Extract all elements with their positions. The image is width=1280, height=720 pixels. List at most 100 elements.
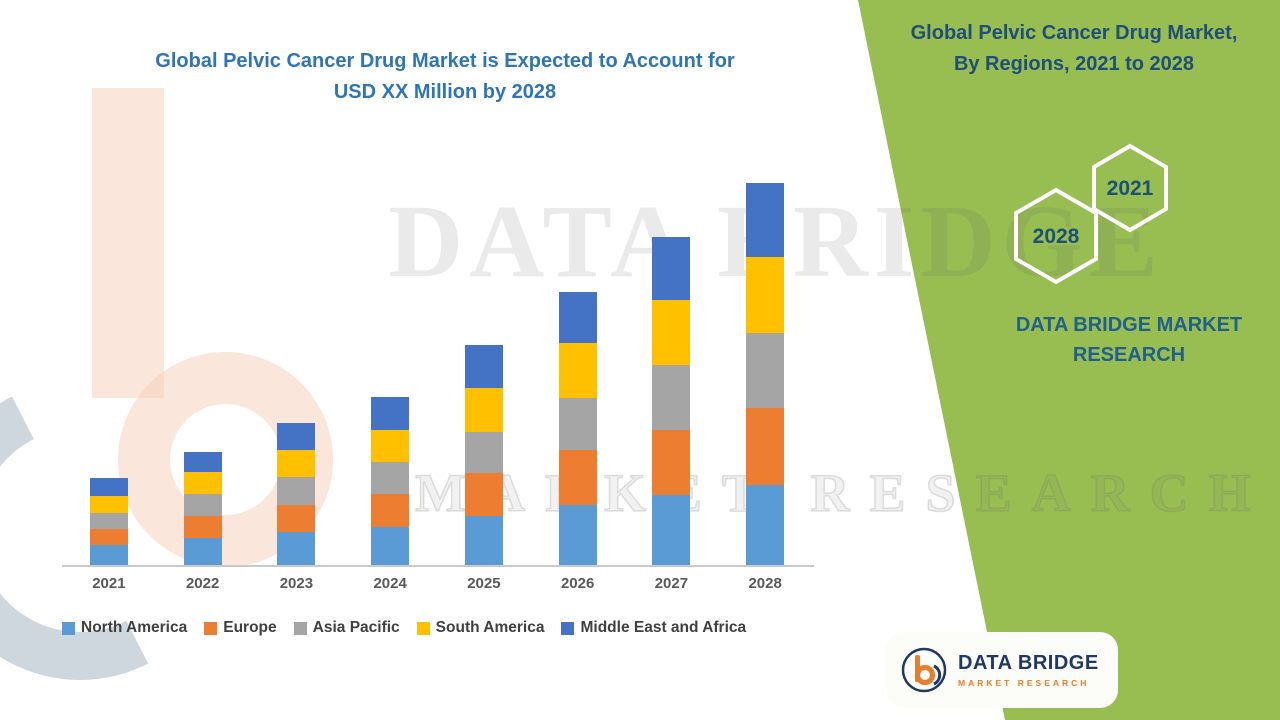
hexagon-2028-label: 2028 <box>1033 225 1080 248</box>
segment-asia-pacific <box>371 462 410 494</box>
x-tick-2026: 2026 <box>560 575 595 592</box>
legend-label: Asia Pacific <box>312 619 400 636</box>
segment-south-america <box>558 343 597 398</box>
segment-asia-pacific <box>464 432 503 473</box>
hexagon-2028 <box>1014 187 1098 285</box>
legend-label: Europe <box>223 619 277 636</box>
year-hexagons: 2021 2028 <box>1014 143 1168 285</box>
legend-swatch <box>293 621 307 635</box>
legend-label: North America <box>81 619 188 636</box>
stacked-bar-2027 <box>652 237 691 565</box>
segment-south-america <box>371 430 410 462</box>
segment-south-america <box>746 257 785 333</box>
segment-europe <box>652 430 691 495</box>
segment-middle-east-and-africa <box>371 397 410 430</box>
hexagon-2021 <box>1092 143 1168 233</box>
legend-swatch <box>416 621 430 635</box>
stacked-bar-2024 <box>371 397 410 565</box>
segment-middle-east-and-africa <box>464 345 503 388</box>
legend-swatch <box>62 621 75 635</box>
segment-middle-east-and-africa <box>89 478 128 496</box>
segment-south-america <box>464 388 503 432</box>
bar-2025 <box>437 165 531 565</box>
legend-label: South America <box>435 619 545 636</box>
x-tick-2025: 2025 <box>467 575 501 592</box>
data-bridge-logo-icon <box>901 647 947 693</box>
segment-south-america <box>277 450 316 477</box>
segment-middle-east-and-africa <box>183 452 222 472</box>
segment-middle-east-and-africa <box>746 183 785 257</box>
segment-asia-pacific <box>89 513 128 529</box>
segment-north-america <box>746 485 785 565</box>
stacked-bar-2026 <box>558 292 597 565</box>
segment-asia-pacific <box>183 494 222 516</box>
legend-swatch <box>561 621 575 635</box>
chart-title-line1: Global Pelvic Cancer Drug Market is Expe… <box>155 50 735 72</box>
x-tick-2027: 2027 <box>654 575 689 592</box>
legend-item-south-america: South America <box>416 619 545 637</box>
bar-2022 <box>156 165 250 565</box>
legend-item-europe: Europe <box>204 619 277 637</box>
plot-area <box>62 165 812 565</box>
hexagon-2021-label: 2021 <box>1107 177 1154 200</box>
bar-2026 <box>531 165 625 565</box>
stacked-bar-2028 <box>746 183 785 565</box>
watermark-logo-shape <box>92 88 164 398</box>
x-tick-2023: 2023 <box>279 575 314 592</box>
logo-name: DATA BRIDGE <box>958 652 1099 674</box>
x-axis-labels: 2021 2022 2023 2024 2025 2026 2027 2028 <box>62 575 812 592</box>
legend-item-north-america: North America <box>62 619 187 637</box>
x-tick-2028: 2028 <box>748 575 782 592</box>
segment-europe <box>558 450 597 505</box>
legend-label: Middle East and Africa <box>580 619 747 636</box>
side-panel-title-line2: By Regions, 2021 to 2028 <box>953 53 1195 75</box>
segment-middle-east-and-africa <box>277 423 316 450</box>
bar-2024 <box>343 165 437 565</box>
segment-europe <box>89 529 128 545</box>
segment-asia-pacific <box>277 477 316 505</box>
watermark-text-market-research: MARKET RESEARCH <box>414 462 1271 524</box>
segment-europe <box>371 494 410 527</box>
data-bridge-logo: DATA BRIDGE MARKET RESEARCH <box>886 632 1118 708</box>
legend-item-middle-east-and-africa: Middle East and Africa <box>561 619 746 637</box>
segment-south-america <box>652 300 691 365</box>
brand-text-line1: DATA BRIDGE MARKET <box>1015 314 1243 336</box>
bar-2021 <box>62 165 156 565</box>
segment-europe <box>464 473 503 516</box>
stacked-bar-2023 <box>277 423 316 565</box>
brand-text-line2: RESEARCH <box>1072 344 1186 366</box>
segment-middle-east-and-africa <box>652 237 691 300</box>
segment-north-america <box>371 527 410 565</box>
segment-north-america <box>277 532 316 565</box>
segment-north-america <box>652 495 691 565</box>
segment-north-america <box>464 516 503 565</box>
segment-middle-east-and-africa <box>558 292 597 343</box>
bar-2028 <box>718 165 812 565</box>
side-panel-title: Global Pelvic Cancer Drug Market, By Reg… <box>878 18 1270 80</box>
segment-europe <box>746 408 785 485</box>
segment-south-america <box>183 472 222 494</box>
segment-north-america <box>558 505 597 565</box>
segment-asia-pacific <box>652 365 691 430</box>
segment-asia-pacific <box>746 333 785 408</box>
chart-legend: North America Europe Asia Pacific South Ame… <box>62 619 852 637</box>
segment-europe <box>183 516 222 538</box>
legend-swatch <box>204 621 218 635</box>
x-tick-2021: 2021 <box>92 575 126 592</box>
stacked-bar-2025 <box>464 345 503 565</box>
side-panel-title-line1: Global Pelvic Cancer Drug Market, <box>910 22 1238 44</box>
brand-text: DATA BRIDGE MARKET RESEARCH <box>998 310 1260 370</box>
logo-text: DATA BRIDGE MARKET RESEARCH <box>958 652 1099 688</box>
stacked-bar-2022 <box>183 452 222 565</box>
chart-title-line2: USD XX Million by 2028 <box>333 81 557 103</box>
segment-north-america <box>183 538 222 565</box>
logo-tagline: MARKET RESEARCH <box>958 678 1090 688</box>
bar-2027 <box>625 165 719 565</box>
bar-2023 <box>250 165 344 565</box>
segment-south-america <box>89 496 128 513</box>
legend-item-asia-pacific: Asia Pacific <box>293 619 400 637</box>
segment-europe <box>277 505 316 532</box>
segment-north-america <box>89 545 128 565</box>
segment-asia-pacific <box>558 398 597 450</box>
